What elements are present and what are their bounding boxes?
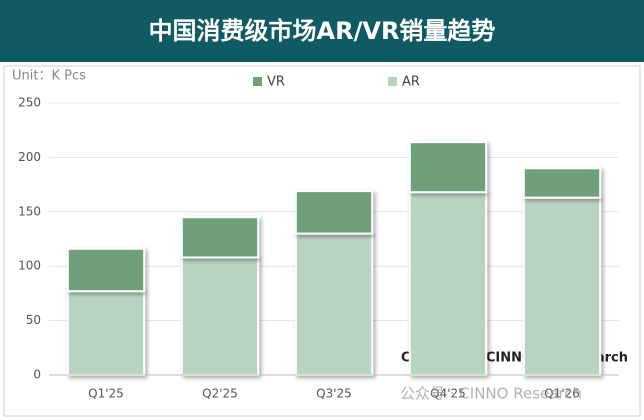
- bar-segment: [522, 196, 602, 376]
- bar-segment: [180, 256, 260, 376]
- y-tick-label: 50: [26, 313, 41, 327]
- x-tick-label: Q1'26: [544, 387, 580, 401]
- x-tick-label: Q3'25: [316, 387, 352, 401]
- x-tick-label: Q1'25: [88, 387, 124, 401]
- y-tick-label: 100: [18, 259, 41, 273]
- y-tick-label: 0: [33, 368, 41, 382]
- unit-label: Unit：K Pcs: [12, 69, 86, 84]
- x-tick-label: Q2'25: [202, 387, 238, 401]
- bar-segment: [180, 216, 260, 259]
- chart-title: 中国消费级市场AR/VR销量趋势: [149, 17, 496, 45]
- y-tick-label: 150: [18, 204, 41, 218]
- bar-segment: [294, 232, 374, 376]
- y-tick-label: 250: [18, 96, 41, 110]
- bar-segment: [408, 141, 488, 194]
- watermark: 公众号 · CINNO Research: [400, 385, 582, 403]
- legend-swatch: [388, 77, 397, 86]
- header-bar: [0, 0, 644, 62]
- legend-swatch: [253, 77, 262, 86]
- bar-segment: [66, 247, 146, 293]
- bar-segment: [522, 167, 602, 199]
- legend-label: VR: [267, 75, 285, 90]
- chart-frame: [3, 65, 641, 417]
- legend-label: AR: [402, 75, 420, 90]
- bar-segment: [294, 190, 374, 235]
- y-tick-label: 200: [18, 150, 41, 164]
- bar-segment: [66, 290, 146, 376]
- x-tick-label: Q4'25: [430, 387, 466, 401]
- bar-segment: [408, 191, 488, 376]
